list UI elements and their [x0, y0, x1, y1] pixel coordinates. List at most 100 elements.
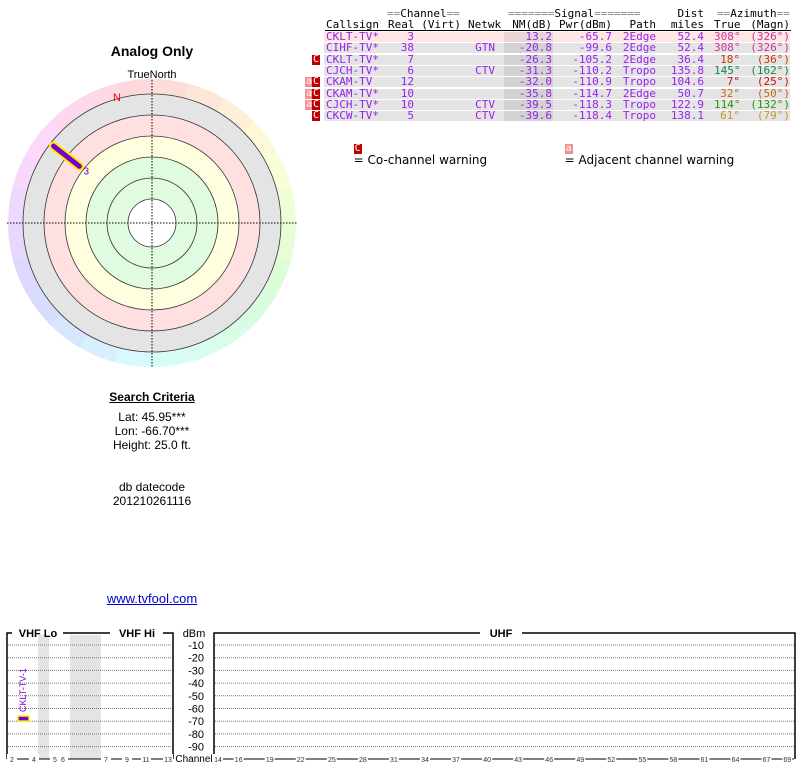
x-tick-label: 6 — [61, 757, 65, 764]
co-channel-warning: C — [312, 53, 320, 65]
cell-pwr: -65.7 — [578, 30, 612, 43]
cell-real: 10 — [400, 86, 414, 100]
table-row[interactable]: CKLT-TV* 3 13.2 -65.7 2Edge 52.4 308° (326°) — [324, 30, 790, 43]
column-header: Pwr(dBm) — [559, 18, 612, 31]
y-tick-label: -40 — [188, 678, 204, 690]
cell-pwr: -118.4 — [572, 109, 612, 123]
adjacent-channel-symbol: a — [564, 143, 573, 154]
cell-callsign: CJCH-TV* — [326, 63, 379, 77]
x-tick-label: 22 — [297, 757, 305, 764]
x-tick-label: 37 — [452, 757, 460, 764]
cell-magn: (79°) — [756, 109, 790, 123]
x-tick-label: 43 — [514, 757, 522, 764]
cell-pwr: -118.3 — [572, 97, 612, 111]
table-row[interactable]: CKAM-TV* 10 -35.8 -114.7 2Edge 50.7 32° (50°) — [324, 86, 790, 100]
cell-callsign: CKLT-TV* — [326, 30, 379, 43]
cell-netwk: CTV — [475, 63, 495, 77]
cell-dist: 138.1 — [670, 109, 704, 123]
cell-callsign: CIHF-TV* — [326, 41, 379, 55]
cell-netwk: GTN — [475, 41, 495, 55]
x-tick-label: 58 — [670, 757, 678, 764]
true-north-label: TrueNorth — [127, 69, 176, 81]
column-header: Path — [629, 18, 657, 31]
y-tick-label: -80 — [188, 729, 204, 741]
cell-real: 10 — [400, 97, 414, 111]
vhf-hi-label: VHF Hi — [119, 628, 155, 640]
cell-magn: (132°) — [750, 97, 790, 111]
table-row[interactable]: CKAM-TV 12 -32.0 -110.9 Tropo 104.6 7° (25°) — [324, 75, 790, 89]
cell-true: 61° — [720, 109, 740, 123]
antenna-height: Height: 25.0 ft. — [112, 438, 192, 452]
cell-magn: (36°) — [756, 52, 790, 66]
cell-true: 32° — [720, 86, 740, 100]
cell-nm: -35.8 — [518, 86, 552, 100]
vhf-lo-label: VHF Lo — [19, 628, 58, 640]
y-tick-label: -60 — [188, 704, 204, 716]
adjacent-channel-warning: a — [305, 98, 313, 110]
x-tick-label: 34 — [421, 757, 429, 764]
x-tick-label: 25 — [328, 757, 336, 764]
uhf-label: UHF — [490, 628, 513, 640]
column-header: Netwk — [468, 18, 502, 31]
co-channel-legend: = Co-channel warning — [353, 153, 488, 167]
band-gap-6-7 — [70, 635, 101, 759]
column-header: Callsign — [326, 18, 379, 31]
cell-pwr: -110.9 — [572, 75, 612, 89]
cell-pwr: -99.6 — [578, 41, 612, 55]
signal-label: 3 — [84, 166, 90, 177]
column-header: True — [714, 18, 741, 31]
cell-dist: 52.4 — [677, 41, 705, 55]
signal-bar — [17, 715, 30, 722]
cell-path: Tropo — [622, 63, 656, 77]
cell-netwk: CTV — [475, 97, 495, 111]
tvfool-link[interactable]: www.tvfool.com — [106, 591, 198, 606]
x-tick-label: 52 — [607, 757, 615, 764]
cell-dist: 36.4 — [677, 52, 705, 66]
co-channel-warning: C — [312, 98, 320, 110]
header-azimuth: Azimuth — [730, 7, 777, 20]
cell-magn: (162°) — [750, 63, 790, 77]
cell-real: 5 — [407, 109, 414, 123]
co-channel-warning: C — [312, 87, 320, 99]
table-row[interactable]: CJCH-TV* 6 CTV -31.3 -110.2 Tropo 135.8 145° (16… — [324, 63, 790, 77]
longitude: Lon: -66.70*** — [114, 424, 190, 438]
db-datecode-label: db datecode — [118, 480, 186, 494]
table-row[interactable]: CKCW-TV* 5 CTV -39.6 -118.4 Tropo 138.1 61° (79°… — [324, 109, 790, 123]
cell-callsign: CKAM-TV — [326, 75, 373, 89]
search-criteria: Search Criteria Lat: 45.95*** Lon: -66.7… — [52, 390, 252, 508]
x-tick-label: 69 — [783, 757, 791, 764]
cell-real: 6 — [407, 63, 414, 77]
x-tick-label: 67 — [763, 757, 771, 764]
cell-dist: 122.9 — [670, 97, 704, 111]
column-header: Real — [388, 18, 415, 31]
y-tick-label: -10 — [188, 640, 204, 652]
x-tick-label: 64 — [732, 757, 740, 764]
cell-nm: -26.3 — [518, 52, 552, 66]
cell-real: 38 — [400, 41, 414, 55]
table-row[interactable]: CIHF-TV* 38 GTN -20.8 -99.6 2Edge 52.4 308° (326… — [324, 41, 790, 55]
x-tick-label: 16 — [235, 757, 243, 764]
channel-label: Channel — [175, 754, 212, 765]
x-tick-label: 4 — [32, 757, 36, 764]
uhf-frame — [213, 632, 796, 759]
x-tick-label: 40 — [483, 757, 491, 764]
cell-true: 145° — [714, 63, 741, 77]
column-header: miles — [670, 18, 704, 31]
x-tick-label: 55 — [638, 757, 646, 764]
adjacent-channel-legend: = Adjacent channel warning — [564, 153, 735, 167]
x-tick-label: 61 — [701, 757, 709, 764]
cell-true: 308° — [714, 41, 741, 55]
cell-pwr: -114.7 — [572, 86, 612, 100]
cell-dist: 50.7 — [677, 86, 705, 100]
header-channel: Channel — [400, 7, 447, 20]
vhf-frame — [6, 632, 174, 759]
adjacent-channel-warning: a — [305, 76, 313, 88]
cell-netwk: CTV — [475, 109, 495, 123]
table-row[interactable]: CKLT-TV* 7 -26.3 -105.2 2Edge 36.4 18° (36°) — [324, 52, 790, 66]
cell-pwr: -105.2 — [572, 52, 612, 66]
table-row[interactable]: CJCH-TV* 10 CTV -39.5 -118.3 Tropo 122.9 114° (1… — [324, 97, 790, 111]
x-tick-label: 28 — [359, 757, 367, 764]
x-tick-label: 9 — [125, 757, 129, 764]
y-tick-label: -70 — [188, 716, 204, 728]
co-channel-warning: C — [312, 110, 320, 122]
